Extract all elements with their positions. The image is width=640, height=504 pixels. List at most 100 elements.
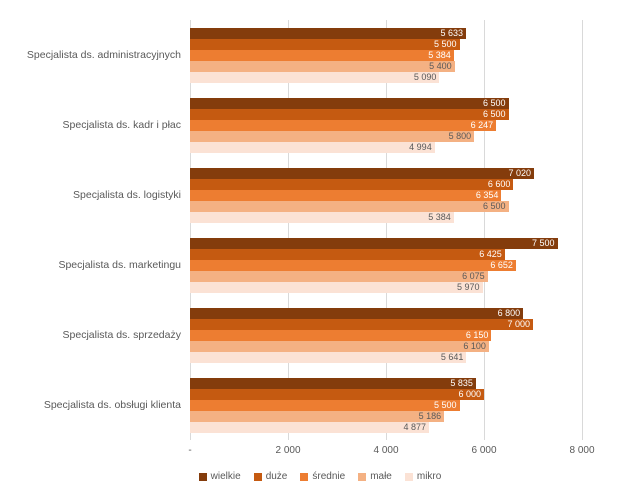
x-axis-tick-label: 2 000 bbox=[275, 445, 301, 456]
legend-item-małe: małe bbox=[358, 471, 392, 482]
value-label: 5 641 bbox=[440, 351, 464, 362]
bar-group: 7 020 6 600 6 354 6 500 5 384 bbox=[190, 160, 582, 230]
legend: wielkie duże średnie małe mikro bbox=[0, 471, 640, 482]
value-label: 6 354 bbox=[475, 189, 499, 200]
bar-duże: 6 000 bbox=[190, 388, 484, 400]
value-label: 5 500 bbox=[433, 38, 457, 49]
bar-wielkie: 5 633 bbox=[190, 27, 467, 39]
value-label: 6 600 bbox=[487, 178, 511, 189]
legend-swatch-icon bbox=[300, 472, 309, 481]
bar-duże: 6 425 bbox=[190, 248, 505, 260]
value-label: 6 100 bbox=[463, 340, 486, 351]
bar-wielkie: 6 800 bbox=[190, 307, 524, 319]
legend-item-średnie: średnie bbox=[300, 471, 345, 482]
category-label: Specjalista ds. marketingu bbox=[58, 259, 181, 271]
legend-swatch-icon bbox=[253, 472, 262, 481]
value-label: 4 994 bbox=[409, 141, 432, 152]
bar-duże: 6 500 bbox=[190, 108, 509, 120]
value-label: 5 384 bbox=[428, 211, 451, 222]
x-axis: - 2 000 4 000 6 000 8 000 bbox=[188, 445, 594, 459]
legend-label: małe bbox=[370, 471, 392, 482]
bar-group: 7 500 6 425 6 652 6 075 5 970 bbox=[190, 230, 582, 300]
chart-body: Specjalista ds. administracyjnych Specjal… bbox=[0, 20, 640, 440]
legend-label: wielkie bbox=[210, 471, 241, 482]
legend-swatch-icon bbox=[198, 472, 207, 481]
x-axis-row: - 2 000 4 000 6 000 8 000 bbox=[0, 445, 640, 459]
legend-label: średnie bbox=[312, 471, 346, 482]
value-label: 5 970 bbox=[456, 281, 480, 292]
gridline bbox=[484, 20, 485, 440]
value-label: 5 186 bbox=[418, 410, 442, 421]
value-label: 6 150 bbox=[465, 329, 489, 340]
bar-mikro: 5 090 bbox=[190, 71, 440, 83]
value-label: 5 400 bbox=[429, 60, 452, 71]
bar-wielkie: 7 020 bbox=[190, 167, 534, 179]
bar-średnie: 5 500 bbox=[190, 399, 460, 411]
x-axis-spacer bbox=[0, 445, 190, 459]
category-axis: Specjalista ds. administracyjnych Specjal… bbox=[0, 20, 190, 440]
bar-wielkie: 7 500 bbox=[190, 237, 558, 249]
bar-duże: 6 600 bbox=[190, 178, 514, 190]
bar-group: 6 800 7 000 6 150 6 100 5 641 bbox=[190, 300, 582, 370]
gridline bbox=[386, 20, 387, 440]
bar-mikro: 5 970 bbox=[190, 281, 483, 293]
category-label: Specjalista ds. sprzedaży bbox=[62, 329, 181, 341]
bar-duże: 5 500 bbox=[190, 38, 460, 50]
value-label: 7 000 bbox=[507, 318, 530, 329]
x-axis-tick-label: 6 000 bbox=[471, 445, 497, 456]
bar-mikro: 4 877 bbox=[190, 421, 429, 433]
value-label: 4 877 bbox=[403, 421, 426, 432]
bar-mikro: 4 994 bbox=[190, 141, 435, 153]
bar-wielkie: 6 500 bbox=[190, 97, 509, 109]
value-label: 6 500 bbox=[482, 108, 506, 119]
value-label: 5 633 bbox=[440, 27, 464, 38]
value-label: 7 020 bbox=[508, 167, 531, 178]
x-axis-tick-label: - bbox=[188, 445, 192, 456]
x-axis-tick-label: 4 000 bbox=[373, 445, 399, 456]
category-label: Specjalista ds. administracyjnych bbox=[26, 49, 181, 61]
value-label: 7 500 bbox=[531, 237, 555, 248]
value-label: 6 247 bbox=[470, 119, 494, 130]
x-axis-tick-label: 8 000 bbox=[569, 445, 595, 456]
legend-item-wielkie: wielkie bbox=[198, 471, 241, 482]
value-label: 6 500 bbox=[482, 200, 506, 211]
bar-group: 5 835 6 000 5 500 5 186 4 877 bbox=[190, 370, 582, 440]
bar-małe: 6 075 bbox=[190, 270, 488, 282]
gridline bbox=[288, 20, 289, 440]
category-label: Specjalista ds. logistyki bbox=[73, 189, 181, 201]
bar-duże: 7 000 bbox=[190, 318, 533, 330]
value-label: 5 090 bbox=[413, 71, 437, 82]
bar-mikro: 5 384 bbox=[190, 211, 454, 223]
bar-mikro: 5 641 bbox=[190, 351, 467, 363]
gridline bbox=[582, 20, 583, 440]
legend-label: duże bbox=[265, 471, 288, 482]
value-label: 6 075 bbox=[462, 270, 485, 281]
legend-swatch-icon bbox=[404, 472, 413, 481]
bar-średnie: 6 652 bbox=[190, 259, 516, 271]
value-label: 5 800 bbox=[448, 130, 472, 141]
bar-małe: 5 186 bbox=[190, 410, 445, 422]
legend-swatch-icon bbox=[358, 472, 367, 481]
bar-średnie: 6 247 bbox=[190, 119, 497, 131]
bar-małe: 6 500 bbox=[190, 200, 509, 212]
value-label: 5 384 bbox=[428, 49, 451, 60]
bar-średnie: 6 150 bbox=[190, 329, 492, 341]
category-label: Specjalista ds. kadr i płac bbox=[62, 119, 181, 131]
legend-label: mikro bbox=[416, 471, 442, 482]
value-label: 6 500 bbox=[482, 97, 506, 108]
value-label: 6 000 bbox=[458, 388, 481, 399]
value-label: 6 800 bbox=[497, 307, 521, 318]
legend-item-duże: duże bbox=[253, 471, 288, 482]
bar-średnie: 6 354 bbox=[190, 189, 502, 201]
category-label: Specjalista ds. obsługi klienta bbox=[43, 399, 181, 411]
bar-group: 6 500 6 500 6 247 5 800 4 994 bbox=[190, 90, 582, 160]
bar-małe: 5 800 bbox=[190, 130, 475, 142]
value-label: 6 425 bbox=[479, 248, 502, 259]
value-label: 6 652 bbox=[490, 259, 513, 270]
bar-wielkie: 5 835 bbox=[190, 377, 476, 389]
bar-group: 5 633 5 500 5 384 5 400 5 090 bbox=[190, 20, 582, 90]
value-label: 5 500 bbox=[433, 399, 457, 410]
legend-item-mikro: mikro bbox=[404, 471, 442, 482]
bar-małe: 5 400 bbox=[190, 60, 455, 72]
